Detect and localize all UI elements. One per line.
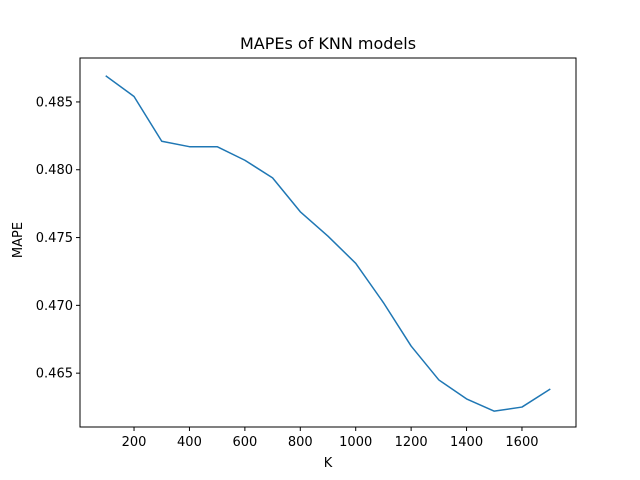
y-tick-label: 0.475	[36, 231, 73, 246]
x-tick-label: 600	[232, 435, 257, 450]
y-axis-label: MAPE	[11, 222, 26, 258]
x-tick-label: 1400	[450, 435, 483, 450]
y-tick-label: 0.470	[36, 299, 73, 314]
x-tick-label: 1000	[339, 435, 372, 450]
mape-series-line	[105, 75, 551, 412]
x-tick-label: 1600	[505, 435, 538, 450]
x-tick-label: 400	[177, 435, 202, 450]
x-axis-label: K	[324, 456, 333, 471]
x-tick-label: 200	[122, 435, 147, 450]
chart-title: MAPEs of KNN models	[240, 34, 416, 53]
x-tick-label: 1200	[395, 435, 428, 450]
plot-area: 200 400 600 800 1000 1200 1400 1600 0.465 0.470 0.…	[36, 57, 577, 450]
plot-frame	[79, 57, 577, 428]
y-tick-label: 0.480	[36, 163, 73, 178]
y-tick-label: 0.465	[36, 367, 73, 382]
y-tick-label: 0.485	[36, 95, 73, 110]
x-tick-label: 800	[288, 435, 313, 450]
